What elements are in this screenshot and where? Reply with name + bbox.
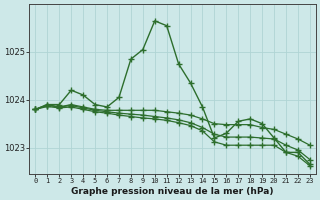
X-axis label: Graphe pression niveau de la mer (hPa): Graphe pression niveau de la mer (hPa) [71, 187, 274, 196]
